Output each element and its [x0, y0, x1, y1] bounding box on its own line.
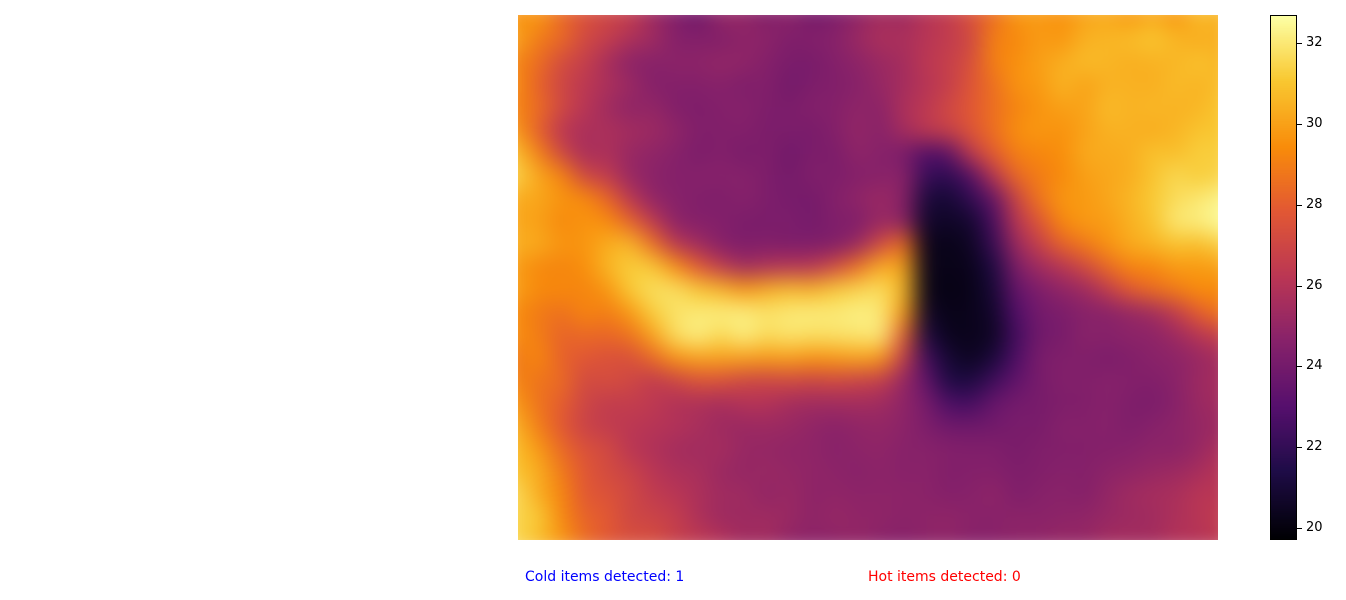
colorbar-tick-label: 28 [1306, 196, 1323, 212]
heatmap-image [518, 15, 1218, 540]
colorbar-tick [1297, 366, 1302, 368]
colorbar-tick [1297, 124, 1302, 126]
thermal-heatmap [518, 15, 1218, 540]
colorbar-tick [1297, 204, 1302, 206]
colorbar-tick-label: 20 [1306, 519, 1323, 535]
colorbar-tick [1297, 447, 1302, 449]
colorbar-tick-label: 22 [1306, 439, 1323, 455]
colorbar-tick-label: 26 [1306, 277, 1323, 293]
hot-items-status: Hot items detected: 0 [868, 569, 1021, 585]
cold-items-status: Cold items detected: 1 [525, 569, 685, 585]
colorbar-tick-label: 32 [1306, 35, 1323, 51]
colorbar-tick [1297, 285, 1302, 287]
colorbar-tick-label: 24 [1306, 358, 1323, 374]
colorbar-tick [1297, 43, 1302, 45]
colorbar [1270, 15, 1297, 540]
colorbar-tick [1297, 527, 1302, 529]
colorbar-tick-label: 30 [1306, 116, 1323, 132]
